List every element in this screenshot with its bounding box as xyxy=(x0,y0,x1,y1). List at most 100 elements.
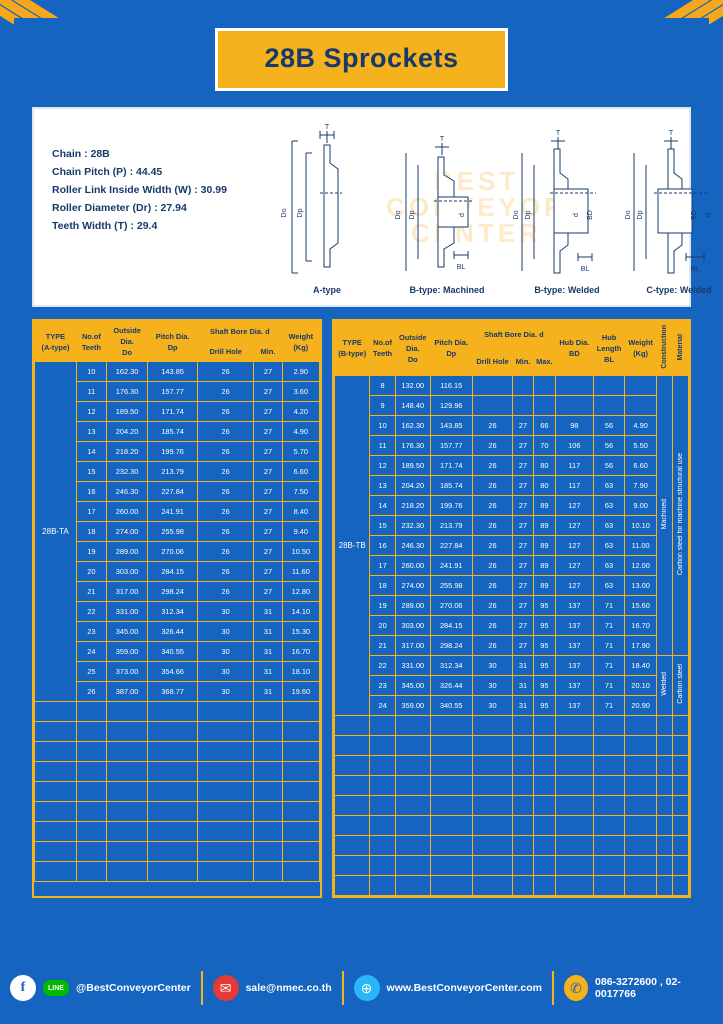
cell-drill-hole: 26 xyxy=(196,381,255,402)
cell-empty xyxy=(369,754,396,776)
table-row-empty xyxy=(34,761,321,782)
cell-hub-dia: 137 xyxy=(554,674,594,696)
cell-pitch-dia: 326.44 xyxy=(429,674,473,696)
cell-empty xyxy=(369,854,396,876)
cell-pitch-dia: 270.06 xyxy=(147,541,198,562)
cell-empty xyxy=(429,714,473,736)
line-icon: LINE xyxy=(43,980,69,996)
cell-max: 89 xyxy=(532,554,556,576)
cell-empty xyxy=(105,721,149,742)
cell-empty xyxy=(671,814,690,836)
cell-weight: 9.00 xyxy=(624,494,657,516)
svg-text:d: d xyxy=(573,213,580,217)
cell-max: 80 xyxy=(532,474,556,496)
cell-empty xyxy=(532,714,556,736)
footer-divider-2 xyxy=(341,971,344,1005)
cell-empty xyxy=(624,834,657,856)
cell-weight: 15.30 xyxy=(281,621,321,642)
cell-weight: 18.10 xyxy=(281,661,321,682)
svg-text:Dp: Dp xyxy=(637,210,644,219)
svg-text:d: d xyxy=(459,213,466,217)
cell-outside-dia: 246.30 xyxy=(105,481,149,502)
cell-weight: 12.00 xyxy=(624,554,657,576)
table-row: 20 303.00 284.15 26 27 95 137 71 16.70 xyxy=(335,614,689,636)
cell-empty xyxy=(369,814,396,836)
th-pitch-dia-b: Pitch Dia. Dp xyxy=(429,321,473,376)
cell-empty xyxy=(592,714,626,736)
cell-drill-hole: 26 xyxy=(471,634,514,656)
svg-text:BL: BL xyxy=(691,266,700,273)
th-shaft-bore: Shaft Bore Dia. d xyxy=(196,321,283,342)
cell-pitch-dia: 284.15 xyxy=(147,561,198,582)
cell-empty xyxy=(592,874,626,896)
cell-teeth: 15 xyxy=(369,514,396,536)
table-row-empty xyxy=(34,841,321,862)
th-shaft-bore-b: Shaft Bore Dia. d xyxy=(471,321,556,349)
cell-teeth: 18 xyxy=(75,521,107,542)
cell-empty xyxy=(624,754,657,776)
cell-empty xyxy=(655,814,673,836)
cell-teeth: 22 xyxy=(369,654,396,676)
cell-outside-dia: 204.20 xyxy=(394,474,431,496)
cell-empty xyxy=(75,841,107,862)
cell-hub-length xyxy=(592,374,626,396)
cell-min: 27 xyxy=(253,421,283,442)
cell-empty xyxy=(592,774,626,796)
cell-weight: 10.50 xyxy=(281,541,321,562)
cell-empty xyxy=(592,814,626,836)
cell-min: 27 xyxy=(253,541,283,562)
table-row: 13 204.20 185.74 26 27 80 117 63 7.90 xyxy=(335,474,689,496)
cell-teeth: 16 xyxy=(369,534,396,556)
cell-empty xyxy=(554,794,594,816)
cell-empty xyxy=(512,754,534,776)
table-row-empty xyxy=(34,861,321,882)
table-row: 15 232.30 213.79 26 27 6.60 xyxy=(35,461,321,482)
footer-email[interactable]: ✉ sale@nmec.co.th xyxy=(203,975,342,1001)
cell-empty xyxy=(671,854,690,876)
cell-empty xyxy=(429,854,473,876)
cell-hub-length: 56 xyxy=(592,434,626,456)
cell-teeth: 12 xyxy=(369,454,396,476)
footer-facebook[interactable]: f LINE @BestConveyorCenter xyxy=(0,975,201,1001)
footer-phone[interactable]: ✆ 086-3272600 , 02-0017766 xyxy=(554,975,723,1001)
cell-empty xyxy=(333,814,371,836)
cell-empty xyxy=(554,854,594,876)
cell-weight: 2.90 xyxy=(281,361,321,382)
cell-material: Carbon steel for machine structural use xyxy=(671,374,690,656)
cell-hub-length: 56 xyxy=(592,454,626,476)
cell-pitch-dia: 241.91 xyxy=(147,501,198,522)
cell-empty xyxy=(369,734,396,756)
cell-empty xyxy=(554,834,594,856)
cell-drill-hole xyxy=(471,374,514,396)
cell-empty xyxy=(34,701,77,722)
table-row: 18 274.00 255.98 26 27 9.40 xyxy=(35,521,321,542)
cell-empty xyxy=(471,794,514,816)
cell-outside-dia: 162.30 xyxy=(394,414,431,436)
cell-empty xyxy=(592,754,626,776)
footer-website[interactable]: ⊕ www.BestConveyorCenter.com xyxy=(344,975,552,1001)
cell-empty xyxy=(105,841,149,862)
cell-outside-dia: 317.00 xyxy=(394,634,431,656)
cell-max: 95 xyxy=(532,654,556,676)
cell-empty xyxy=(281,721,321,742)
cell-empty xyxy=(394,854,431,876)
cell-pitch-dia: 284.15 xyxy=(429,614,473,636)
cell-outside-dia: 359.00 xyxy=(105,641,149,662)
table-row-empty xyxy=(333,854,690,876)
cell-min: 31 xyxy=(253,641,283,662)
table-row: 17 260.00 241.91 26 27 8.40 xyxy=(35,501,321,522)
cell-weight: 13.00 xyxy=(624,574,657,596)
website-url: www.BestConveyorCenter.com xyxy=(386,982,542,994)
cell-teeth: 21 xyxy=(369,634,396,656)
cell-empty xyxy=(394,794,431,816)
diagram-b-machined-caption: B-type: Machined xyxy=(409,285,485,295)
cell-min xyxy=(512,374,534,396)
cell-outside-dia: 232.30 xyxy=(105,461,149,482)
cell-weight: 15.60 xyxy=(624,594,657,616)
table-row: 12 189.50 171.74 26 27 4.20 xyxy=(35,401,321,422)
cell-empty xyxy=(512,774,534,796)
cell-empty xyxy=(512,834,534,856)
cell-pitch-dia: 185.74 xyxy=(429,474,473,496)
cell-drill-hole: 30 xyxy=(196,661,255,682)
cell-empty xyxy=(281,761,321,782)
